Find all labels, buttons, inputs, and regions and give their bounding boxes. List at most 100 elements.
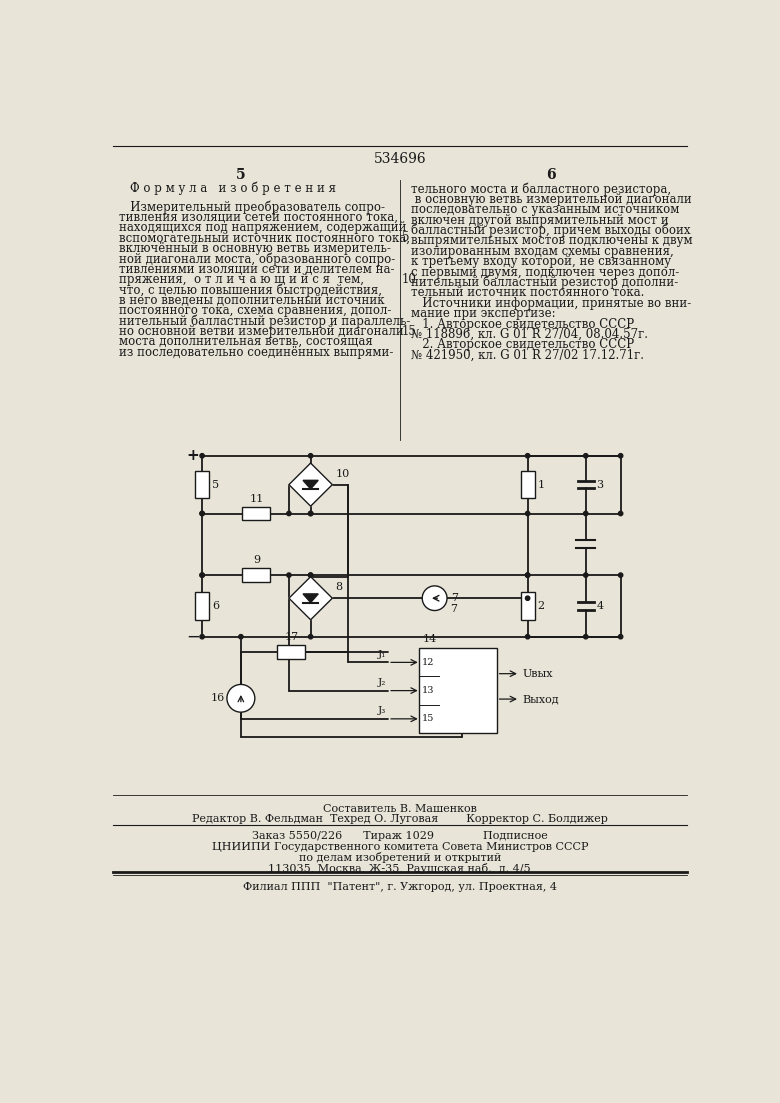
Bar [243,506,271,521]
Text: Ф о р м у л а   и з о б р е т е н и я: Ф о р м у л а и з о б р е т е н и я [130,182,336,195]
Circle shape [583,634,588,639]
Text: тивлениями изоляции сети и делителем на-: тивлениями изоляции сети и делителем на- [119,263,395,276]
Text: мание при экспертизе:: мание при экспертизе: [411,307,556,320]
Circle shape [200,512,204,516]
Bar [195,592,209,620]
Circle shape [526,512,530,516]
Text: включённый в основную ветвь измеритель-: включённый в основную ветвь измеритель- [119,242,391,255]
Text: Измерительный преобразователь сопро-: Измерительный преобразователь сопро- [119,200,385,214]
Text: 113035, Москва, Ж-35, Раушская наб., д. 4/5: 113035, Москва, Ж-35, Раушская наб., д. … [268,863,531,874]
Text: 15: 15 [421,715,434,724]
Text: 5: 5 [212,480,219,490]
Text: с первыми двумя, подключен через допол-: с первыми двумя, подключен через допол- [411,266,679,279]
Text: 7: 7 [450,604,457,614]
Text: последовательно с указанным источником: последовательно с указанным источником [411,203,679,216]
Text: Выход: Выход [522,694,558,704]
Circle shape [308,572,313,577]
Circle shape [619,512,622,516]
Text: 16: 16 [211,694,225,704]
Text: 2: 2 [537,601,544,611]
Text: −: − [186,628,200,645]
Circle shape [619,572,622,577]
Circle shape [583,512,588,516]
Bar [521,471,534,499]
Circle shape [239,634,243,639]
Text: № 421950, кл. G 01 R 27/02 17.12.71г.: № 421950, кл. G 01 R 27/02 17.12.71г. [411,349,644,362]
Text: J₂: J₂ [378,677,386,687]
Circle shape [308,512,313,516]
Text: изолированным входам схемы сравнения,: изолированным входам схемы сравнения, [411,245,674,258]
Text: но основной ветви измерительной диагонали: но основной ветви измерительной диагонал… [119,325,404,338]
Text: что, с целью повышения быстродействия,: что, с целью повышения быстродействия, [119,283,382,297]
Text: Заказ 5550/226      Тираж 1029              Подписное: Заказ 5550/226 Тираж 1029 Подписное [252,831,548,840]
Text: 1: 1 [537,480,544,490]
Text: 2. Авторское свидетельство СССР: 2. Авторское свидетельство СССР [411,339,634,352]
Circle shape [287,512,291,516]
Circle shape [526,572,530,577]
Text: 6: 6 [212,601,219,611]
Text: Филиал ППП  "Патент", г. Ужгород, ул. Проектная, 4: Филиал ППП "Патент", г. Ужгород, ул. Про… [243,881,557,891]
Text: моста дополнительная ветвь, состоящая: моста дополнительная ветвь, состоящая [119,335,373,349]
Text: из последовательно соединённых выпрями-: из последовательно соединённых выпрями- [119,345,394,358]
Text: в основную ветвь измерительной диагонали: в основную ветвь измерительной диагонали [411,193,692,206]
Circle shape [308,512,313,516]
Text: № 118896, кл. G 01 R 27/04, 08.04.57г.: № 118896, кл. G 01 R 27/04, 08.04.57г. [411,328,648,341]
Text: нительный балластный резистор и параллель-: нительный балластный резистор и параллел… [119,314,410,328]
Polygon shape [303,593,318,602]
Text: находящихся под напряжением, содержащий: находящихся под напряжением, содержащий [119,221,406,234]
Text: 6: 6 [546,168,555,182]
Text: постоянного тока, схема сравнения, допол-: постоянного тока, схема сравнения, допол… [119,304,392,317]
Text: включен другой выпрямительный мост и: включен другой выпрямительный мост и [411,214,669,226]
Circle shape [526,634,530,639]
Circle shape [287,572,291,577]
Polygon shape [303,480,318,489]
Text: Uвых: Uвых [522,668,553,678]
Text: 15: 15 [402,325,417,338]
Circle shape [308,634,313,639]
Text: 11: 11 [250,493,264,503]
Text: 17: 17 [284,632,298,642]
Text: ной диагонали моста, образованного сопро-: ной диагонали моста, образованного сопро… [119,253,395,266]
Text: 7: 7 [451,593,458,603]
Text: в него введены дополнительный источник: в него введены дополнительный источник [119,293,385,307]
Text: Составитель В. Машенков: Составитель В. Машенков [323,804,477,814]
Circle shape [308,453,313,458]
Text: 14: 14 [423,634,438,644]
Circle shape [200,572,204,577]
Text: J₁: J₁ [378,650,386,658]
Circle shape [526,596,530,600]
Circle shape [619,453,622,458]
Text: 534696: 534696 [374,152,426,167]
Circle shape [583,572,588,577]
Text: 10: 10 [335,469,349,479]
Bar [419,649,497,733]
Text: тельного моста и балластного резистора,: тельного моста и балластного резистора, [411,182,672,196]
Text: тельный источник постоянного тока.: тельный источник постоянного тока. [411,287,645,299]
Bar [243,568,271,582]
Polygon shape [289,463,332,506]
Polygon shape [289,577,332,620]
Circle shape [526,453,530,458]
Text: нительный балластный резистор дополни-: нительный балластный резистор дополни- [411,276,679,289]
Bar [195,471,209,499]
Bar [278,645,305,658]
Circle shape [619,634,622,639]
Text: 8: 8 [335,582,342,592]
Circle shape [200,572,204,577]
Text: ЦНИИПИ Государственного комитета Совета Министров СССР: ЦНИИПИ Государственного комитета Совета … [211,842,588,852]
Circle shape [583,453,588,458]
Text: +: + [186,448,199,463]
Text: 9: 9 [253,555,260,565]
Text: 1. Авторское свидетельство СССР: 1. Авторское свидетельство СССР [411,318,634,331]
Text: Редактор В. Фельдман  Техред О. Луговая        Корректор С. Болдижер: Редактор В. Фельдман Техред О. Луговая К… [192,814,608,824]
Circle shape [422,586,447,611]
Text: к третьему входу которой, не связанному: к третьему входу которой, не связанному [411,255,672,268]
Circle shape [308,572,313,577]
Text: выпрямительных мостов подключены к двум: выпрямительных мостов подключены к двум [411,234,693,247]
Circle shape [227,685,255,713]
Circle shape [526,572,530,577]
Circle shape [200,634,204,639]
Text: по делам изобретений и открытий: по делам изобретений и открытий [299,853,501,864]
Text: 10: 10 [402,272,417,286]
Text: 4: 4 [597,601,604,611]
